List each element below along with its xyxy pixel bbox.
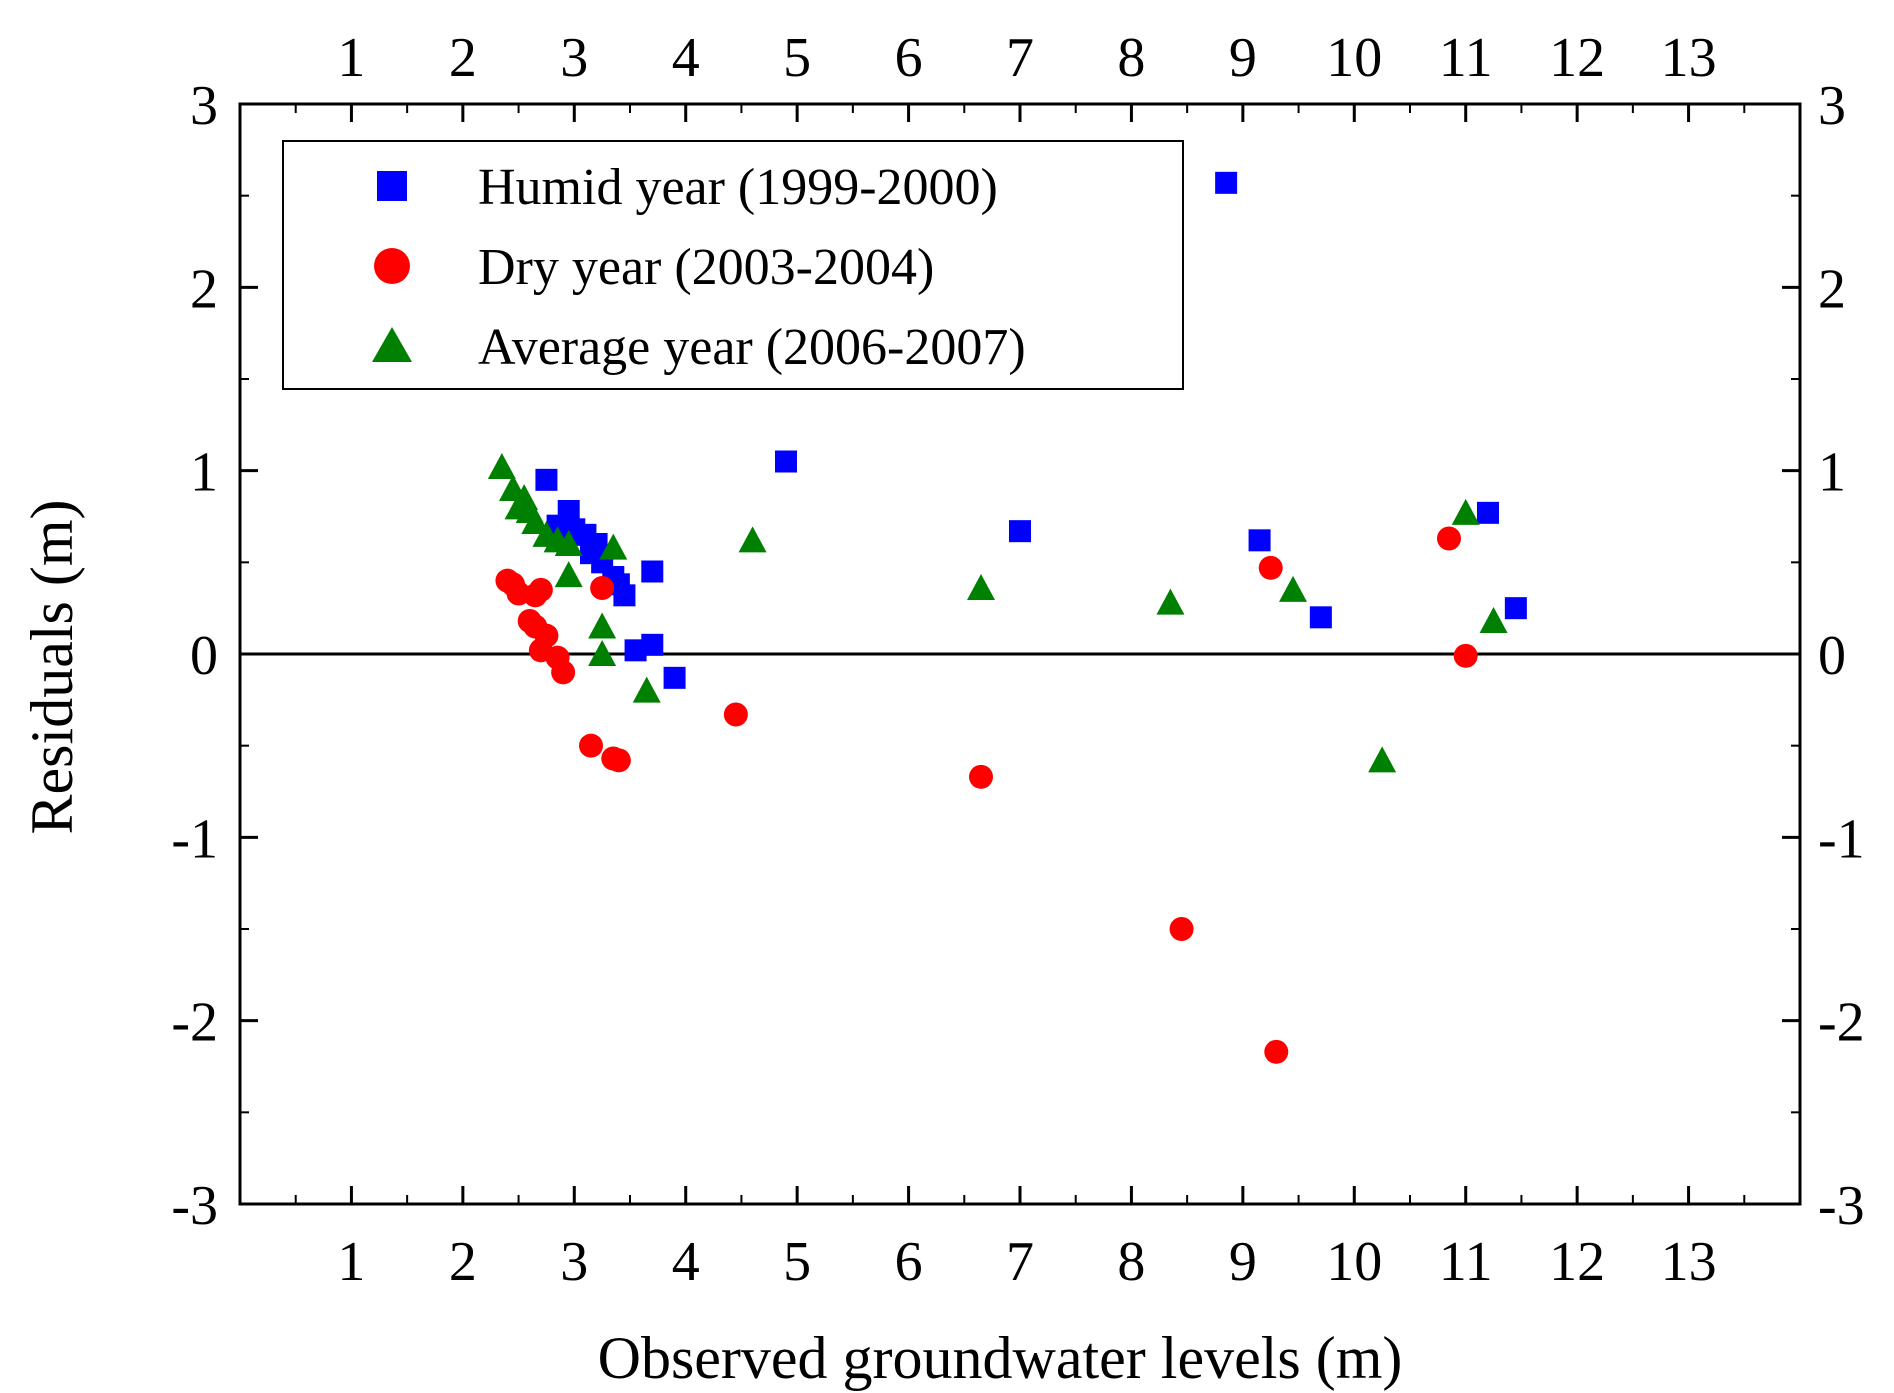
circle-point — [606, 748, 631, 773]
legend-label: Humid year (1999-2000) — [478, 159, 998, 216]
triangle-point — [554, 561, 583, 588]
x-tick-label-top: 9 — [1229, 27, 1257, 89]
triangle-point — [967, 574, 995, 600]
x-tick-label-top: 11 — [1439, 27, 1493, 89]
circle-point — [969, 764, 993, 789]
legend-square-icon — [377, 171, 407, 201]
legend-label: Dry year (2003-2004) — [478, 239, 934, 296]
x-tick-label-top: 7 — [1006, 27, 1034, 89]
circle-point — [723, 702, 748, 727]
x-tick-label-top: 12 — [1549, 27, 1605, 89]
legend-triangle-icon — [372, 327, 412, 362]
x-tick-label-bottom: 9 — [1229, 1231, 1257, 1293]
square-point — [1309, 606, 1332, 629]
triangle-point — [554, 530, 583, 556]
triangle-point — [1156, 588, 1185, 615]
square-point — [546, 514, 569, 537]
square-point — [1477, 501, 1499, 524]
square-point — [641, 560, 664, 583]
circle-point — [528, 577, 553, 602]
y-tick-label-left: -2 — [171, 992, 218, 1054]
triangle-point — [1279, 575, 1307, 602]
x-tick-label-top: 4 — [672, 27, 700, 89]
x-tick-label-bottom: 2 — [449, 1231, 477, 1293]
x-tick-label-bottom: 6 — [895, 1231, 923, 1293]
circle-point — [551, 660, 576, 685]
y-tick-label-right: 1 — [1818, 442, 1846, 504]
y-tick-label-right: -1 — [1818, 808, 1865, 870]
y-tick-label-left: -1 — [171, 808, 218, 870]
x-tick-label-bottom: 7 — [1006, 1231, 1034, 1293]
triangle-point — [588, 640, 617, 666]
x-tick-label-bottom: 13 — [1661, 1231, 1717, 1293]
x-tick-label-bottom: 3 — [560, 1231, 588, 1293]
triangle-point — [632, 676, 661, 703]
square-point — [613, 584, 636, 607]
triangle-point — [599, 533, 628, 560]
circle-point — [1264, 1039, 1289, 1064]
triangle-point — [1451, 498, 1480, 525]
y-tick-label-right: -2 — [1818, 992, 1865, 1054]
square-point — [1009, 520, 1031, 543]
circle-point — [579, 733, 603, 758]
x-tick-label-top: 1 — [337, 27, 365, 89]
x-tick-label-top: 2 — [449, 27, 477, 89]
y-tick-label-right: 3 — [1818, 75, 1846, 137]
triangle-point — [1368, 746, 1397, 773]
x-tick-label-top: 10 — [1326, 27, 1382, 89]
x-tick-label-top: 5 — [783, 27, 811, 89]
y-tick-label-left: 2 — [190, 258, 218, 320]
square-point — [775, 450, 797, 473]
y-tick-label-left: 1 — [190, 442, 218, 504]
y-tick-label-left: -3 — [171, 1175, 218, 1237]
y-tick-label-right: 0 — [1818, 625, 1846, 687]
x-tick-label-bottom: 11 — [1439, 1231, 1493, 1293]
circle-point — [1453, 643, 1478, 668]
legend-entry: Humid year (1999-2000) — [377, 159, 998, 216]
y-tick-label-right: -3 — [1818, 1175, 1865, 1237]
y-axis-title: Residuals (m) — [19, 500, 85, 835]
x-tick-label-bottom: 1 — [337, 1231, 365, 1293]
triangle-point — [521, 508, 550, 534]
x-tick-label-bottom: 8 — [1117, 1231, 1145, 1293]
triangle-point — [738, 526, 767, 553]
y-tick-label-left: 3 — [190, 75, 218, 137]
x-tick-label-bottom: 5 — [783, 1231, 811, 1293]
triangle-point — [1479, 607, 1508, 633]
legend-entry: Dry year (2003-2004) — [374, 239, 934, 296]
triangle-point — [588, 612, 617, 639]
x-tick-label-top: 13 — [1661, 27, 1717, 89]
square-point — [624, 639, 647, 662]
x-tick-label-top: 8 — [1117, 27, 1145, 89]
legend-circle-icon — [374, 248, 410, 284]
legend-entry: Average year (2006-2007) — [372, 319, 1026, 376]
x-tick-label-top: 3 — [560, 27, 588, 89]
legend-box — [282, 140, 1184, 390]
square-point — [1248, 529, 1271, 552]
circle-point — [590, 576, 615, 600]
circle-point — [1258, 555, 1283, 580]
x-axis-title: Observed groundwater levels (m) — [598, 1325, 1403, 1391]
x-tick-label-bottom: 10 — [1326, 1231, 1382, 1293]
marks-layer — [487, 171, 1527, 1064]
square-point — [641, 633, 664, 656]
x-tick-label-bottom: 4 — [672, 1231, 700, 1293]
square-point — [663, 666, 686, 689]
x-tick-label-bottom: 12 — [1549, 1231, 1605, 1293]
square-point — [1215, 171, 1238, 194]
y-tick-label-left: 0 — [190, 625, 218, 687]
triangle-point — [487, 453, 516, 479]
x-tick-label-top: 6 — [895, 27, 923, 89]
y-tick-label-right: 2 — [1818, 258, 1846, 320]
legend-label: Average year (2006-2007) — [478, 319, 1026, 376]
legend: Humid year (1999-2000) Dry year (2003-200… — [282, 140, 1184, 390]
circle-point — [1437, 526, 1461, 551]
square-point — [535, 468, 558, 491]
square-point — [1504, 597, 1527, 620]
circle-point — [1169, 917, 1194, 941]
